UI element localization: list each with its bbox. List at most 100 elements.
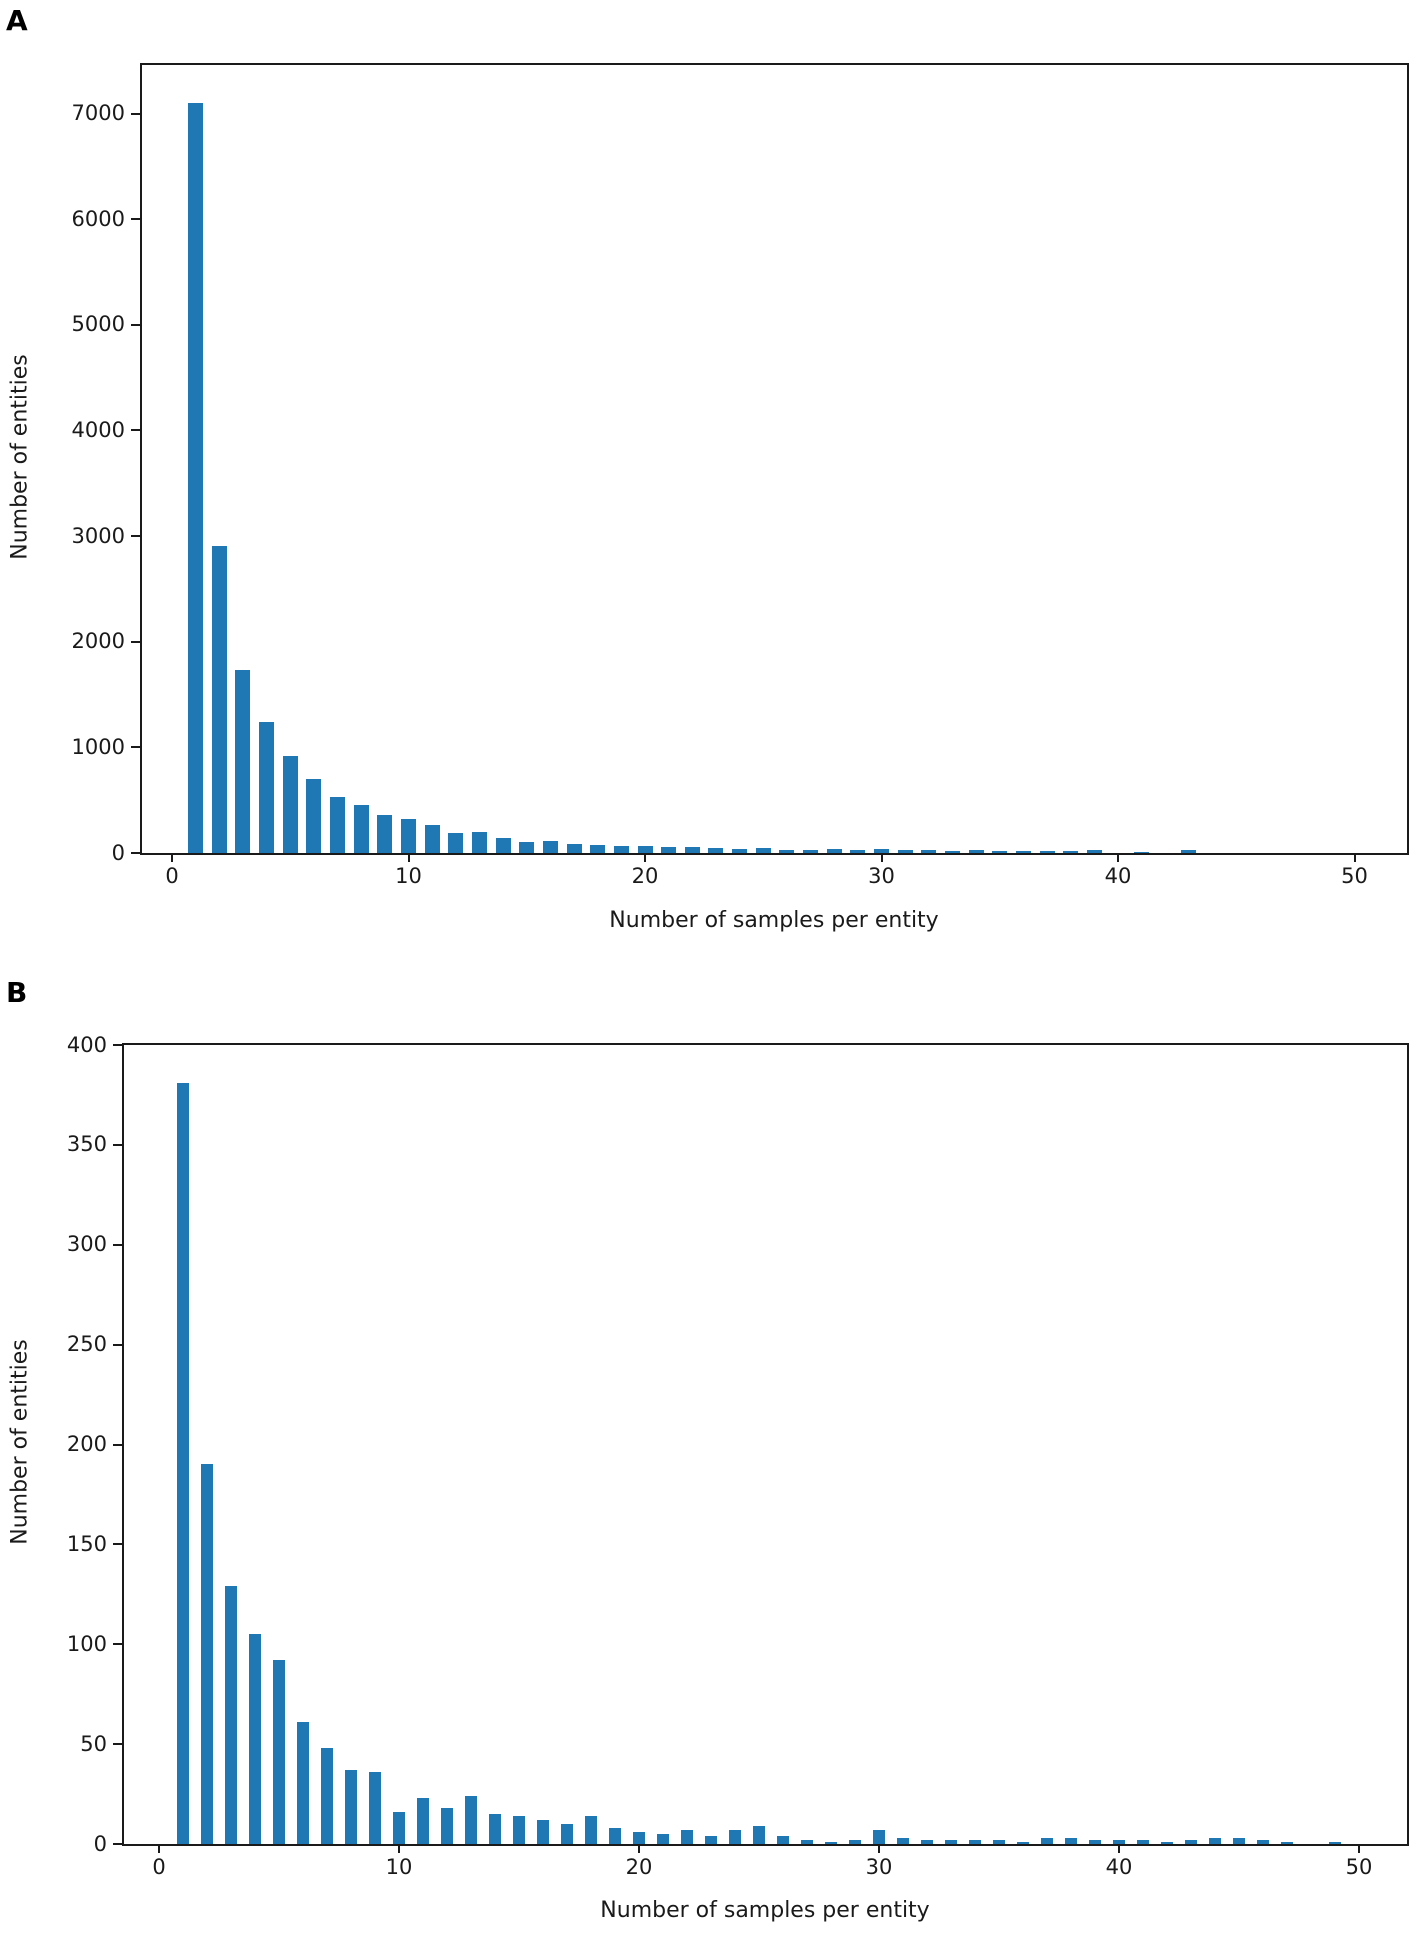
x-tick-label: 30	[865, 1855, 893, 1879]
bar	[401, 819, 416, 853]
bar	[729, 1830, 741, 1844]
x-tick-mark	[878, 1844, 880, 1853]
x-tick-label: 50	[1345, 1855, 1373, 1879]
bar	[377, 814, 393, 853]
bar	[537, 1820, 549, 1844]
bar	[330, 797, 346, 853]
y-tick-mark	[131, 218, 140, 221]
y-tick-label: 50	[80, 1731, 107, 1756]
x-axis-label-a: Number of samples per entity	[609, 908, 939, 933]
bar	[992, 851, 1008, 853]
x-tick-label: 20	[625, 1855, 653, 1879]
y-tick-mark	[113, 1243, 122, 1246]
bar	[1257, 1840, 1269, 1844]
bar	[1041, 1838, 1053, 1844]
bar	[188, 103, 204, 853]
y-tick-label: 6000	[71, 206, 125, 231]
x-tick-mark	[880, 853, 883, 862]
y-tick-mark	[113, 1843, 122, 1845]
y-tick-label: 250	[66, 1332, 107, 1357]
y-tick-label: 200	[66, 1432, 107, 1456]
bar	[777, 1836, 789, 1844]
bar	[1086, 849, 1102, 853]
bar	[826, 849, 842, 853]
bar	[321, 1748, 333, 1844]
x-tick-label: 10	[395, 864, 422, 888]
y-tick-label: 2000	[71, 629, 125, 654]
bar	[850, 849, 866, 853]
bar	[874, 849, 889, 853]
bar	[1137, 1840, 1149, 1844]
bar	[803, 850, 819, 853]
bar	[235, 670, 251, 853]
bar	[921, 849, 937, 853]
bar	[993, 1840, 1005, 1844]
y-axis-label-b: Number of entities	[7, 1339, 33, 1545]
bar	[945, 1840, 957, 1844]
bar	[1209, 1838, 1221, 1844]
bar	[201, 1464, 213, 1844]
bar	[661, 847, 677, 853]
bar	[708, 847, 724, 853]
bar	[424, 825, 440, 853]
bar	[441, 1808, 453, 1844]
bar	[306, 779, 322, 853]
bar	[225, 1586, 237, 1844]
bar	[637, 846, 653, 853]
y-tick-label: 7000	[71, 101, 125, 126]
bar	[273, 1660, 285, 1844]
x-tick-label: 0	[152, 1855, 166, 1879]
bar	[968, 850, 984, 853]
x-tick-mark	[1117, 853, 1119, 862]
bar	[465, 1796, 477, 1844]
bar	[684, 846, 700, 853]
bar	[732, 849, 748, 853]
y-tick-mark	[131, 323, 140, 326]
bar	[369, 1772, 381, 1844]
x-tick-label: 50	[1341, 864, 1368, 888]
bar	[657, 1834, 669, 1844]
x-tick-label: 0	[165, 864, 179, 888]
y-tick-label: 300	[66, 1232, 107, 1257]
bar	[969, 1840, 981, 1844]
x-tick-mark	[644, 853, 646, 862]
x-tick-label: 40	[1105, 1855, 1133, 1879]
bar	[177, 1082, 189, 1844]
y-axis-label-a: Number of entities	[7, 354, 33, 560]
panel-label-a: A	[6, 4, 28, 37]
bar	[585, 1816, 597, 1844]
bar	[1113, 1840, 1125, 1844]
y-tick-mark	[131, 746, 140, 749]
bar	[542, 840, 558, 853]
bar	[873, 1830, 885, 1844]
y-tick-mark	[113, 1543, 122, 1546]
x-tick-mark	[1358, 1844, 1360, 1853]
y-tick-label: 1000	[71, 734, 125, 759]
bar	[1017, 1842, 1029, 1844]
y-tick-mark	[131, 535, 140, 538]
x-tick-mark	[158, 1844, 160, 1853]
bar	[282, 755, 298, 853]
y-tick-mark	[113, 1443, 122, 1446]
bar	[259, 722, 275, 853]
y-tick-mark	[131, 852, 140, 854]
bar	[513, 1816, 525, 1844]
y-tick-mark	[131, 640, 140, 643]
y-tick-mark	[131, 429, 140, 432]
bar	[566, 843, 582, 853]
bar	[681, 1830, 693, 1844]
bar	[613, 845, 629, 853]
bar	[1134, 851, 1150, 853]
x-tick-mark	[1118, 1844, 1120, 1853]
bar	[1185, 1840, 1197, 1844]
y-tick-label: 150	[66, 1531, 107, 1556]
bar	[779, 850, 795, 853]
bar	[705, 1836, 717, 1844]
y-tick-label: 350	[66, 1132, 107, 1157]
y-tick-mark	[113, 1143, 122, 1146]
y-tick-label: 0	[93, 1831, 107, 1856]
bar	[211, 545, 227, 853]
bar	[417, 1798, 429, 1844]
bar	[609, 1828, 621, 1844]
bar	[1065, 1838, 1077, 1844]
